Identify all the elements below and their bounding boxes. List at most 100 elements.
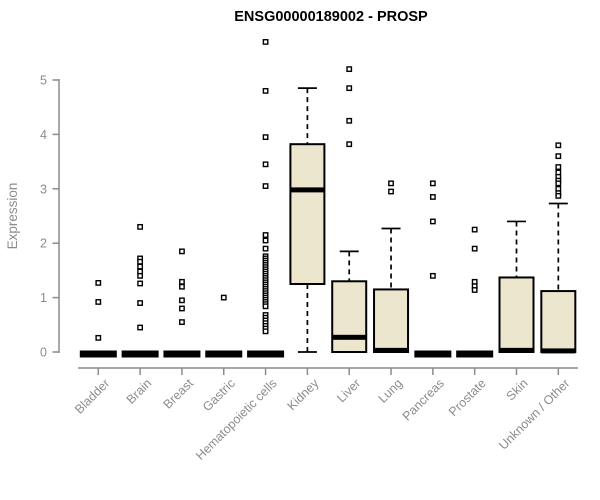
x-category-label-skin: Skin <box>504 376 531 403</box>
outliers-prostate <box>471 226 478 293</box>
iqr-box-liver <box>331 280 368 353</box>
outliers-lung <box>388 180 394 195</box>
x-category-label-unknown-other: Unknown / Other <box>496 376 572 452</box>
outlier-point <box>137 223 144 230</box>
outlier-point <box>346 117 353 124</box>
outlier-point <box>220 294 227 301</box>
y-tick-label: 3 <box>40 182 47 196</box>
collapsed-box-prostate <box>456 350 494 358</box>
outlier-point <box>179 248 185 255</box>
outlier-point <box>95 299 102 305</box>
outliers-breast <box>179 248 185 325</box>
box-unknown-other <box>540 202 577 354</box>
x-category-label-kidney: Kidney <box>285 376 322 413</box>
outlier-point <box>179 283 185 290</box>
outlier-point <box>555 153 562 160</box>
y-tick-label: 5 <box>40 74 47 88</box>
box-brain <box>121 350 159 358</box>
outlier-point <box>429 272 436 279</box>
x-category-label-hematopoietic-cells: Hematopoietic cells <box>193 376 280 463</box>
outlier-point <box>137 263 144 270</box>
outlier-point <box>262 237 269 244</box>
collapsed-box-bladder <box>79 350 117 358</box>
outlier-point <box>262 39 269 45</box>
outliers-hematopoietic-cells <box>262 39 269 335</box>
outlier-point <box>262 87 269 94</box>
x-category-label-lung: Lung <box>376 376 406 406</box>
box-prostate <box>456 350 494 358</box>
outlier-point <box>471 287 478 293</box>
outliers-brain <box>137 223 144 331</box>
box-hematopoietic-cells <box>247 350 285 358</box>
outlier-point <box>429 218 436 225</box>
outlier-point <box>137 300 144 306</box>
outlier-point <box>429 194 436 200</box>
box-pancreas <box>414 350 452 358</box>
outlier-point <box>137 258 144 265</box>
x-category-label-brain: Brain <box>124 376 155 407</box>
box-bladder <box>79 350 117 358</box>
outlier-points <box>95 39 562 341</box>
outlier-point <box>262 161 269 168</box>
collapsed-box-gastric <box>205 350 243 358</box>
outlier-point <box>555 142 562 149</box>
outlier-point <box>262 134 269 141</box>
median-line-liver <box>332 334 367 340</box>
outliers-gastric <box>220 294 227 301</box>
median-line-unknown-other <box>541 348 576 354</box>
outlier-point <box>555 164 562 170</box>
outlier-point <box>179 297 185 304</box>
outlier-point <box>179 319 185 325</box>
outlier-point <box>179 278 185 285</box>
x-category-label-breast: Breast <box>161 376 197 412</box>
outlier-point <box>346 85 353 92</box>
chart-title: ENSG00000189002 - PROSP <box>234 9 428 25</box>
box-liver <box>331 250 368 353</box>
outlier-point <box>262 183 269 189</box>
outlier-point <box>429 180 436 187</box>
outlier-point <box>388 188 394 195</box>
outlier-point <box>262 245 269 252</box>
collapsed-box-breast <box>163 350 201 358</box>
outlier-point <box>262 328 269 335</box>
y-tick-label: 1 <box>40 291 47 305</box>
outlier-point <box>95 280 102 286</box>
outlier-point <box>555 180 562 187</box>
outlier-point <box>388 180 394 187</box>
y-tick-label: 2 <box>40 237 47 251</box>
x-category-label-gastric: Gastric <box>200 376 238 414</box>
outliers-unknown-other <box>555 142 562 199</box>
median-line-kidney <box>290 187 325 193</box>
outliers-bladder <box>95 280 102 341</box>
median-line-lung <box>374 347 409 353</box>
outlier-point <box>262 232 269 238</box>
box-lung <box>373 227 410 354</box>
iqr-box-kidney <box>289 143 326 285</box>
outlier-point <box>137 280 144 287</box>
collapsed-box-brain <box>121 350 159 358</box>
outliers-liver <box>346 66 353 148</box>
y-tick-label: 4 <box>40 128 47 142</box>
outlier-point <box>555 192 562 199</box>
outlier-point <box>179 305 185 312</box>
x-category-label-pancreas: Pancreas <box>400 376 447 423</box>
outlier-point <box>137 272 144 279</box>
box-gastric <box>205 350 243 358</box>
iqr-box-unknown-other <box>540 290 577 353</box>
box-kidney <box>289 87 326 353</box>
box-skin <box>498 220 535 353</box>
outlier-point <box>471 226 478 233</box>
collapsed-box-pancreas <box>414 350 452 358</box>
outlier-point <box>137 324 144 331</box>
outlier-point <box>95 334 102 341</box>
x-category-label-bladder: Bladder <box>72 376 112 416</box>
iqr-box-lung <box>373 288 410 354</box>
outlier-point <box>262 303 269 310</box>
outlier-point <box>471 245 478 252</box>
x-category-label-liver: Liver <box>334 376 363 405</box>
box-breast <box>163 350 201 358</box>
iqr-box-skin <box>498 276 535 353</box>
y-tick-label: 0 <box>40 346 47 360</box>
